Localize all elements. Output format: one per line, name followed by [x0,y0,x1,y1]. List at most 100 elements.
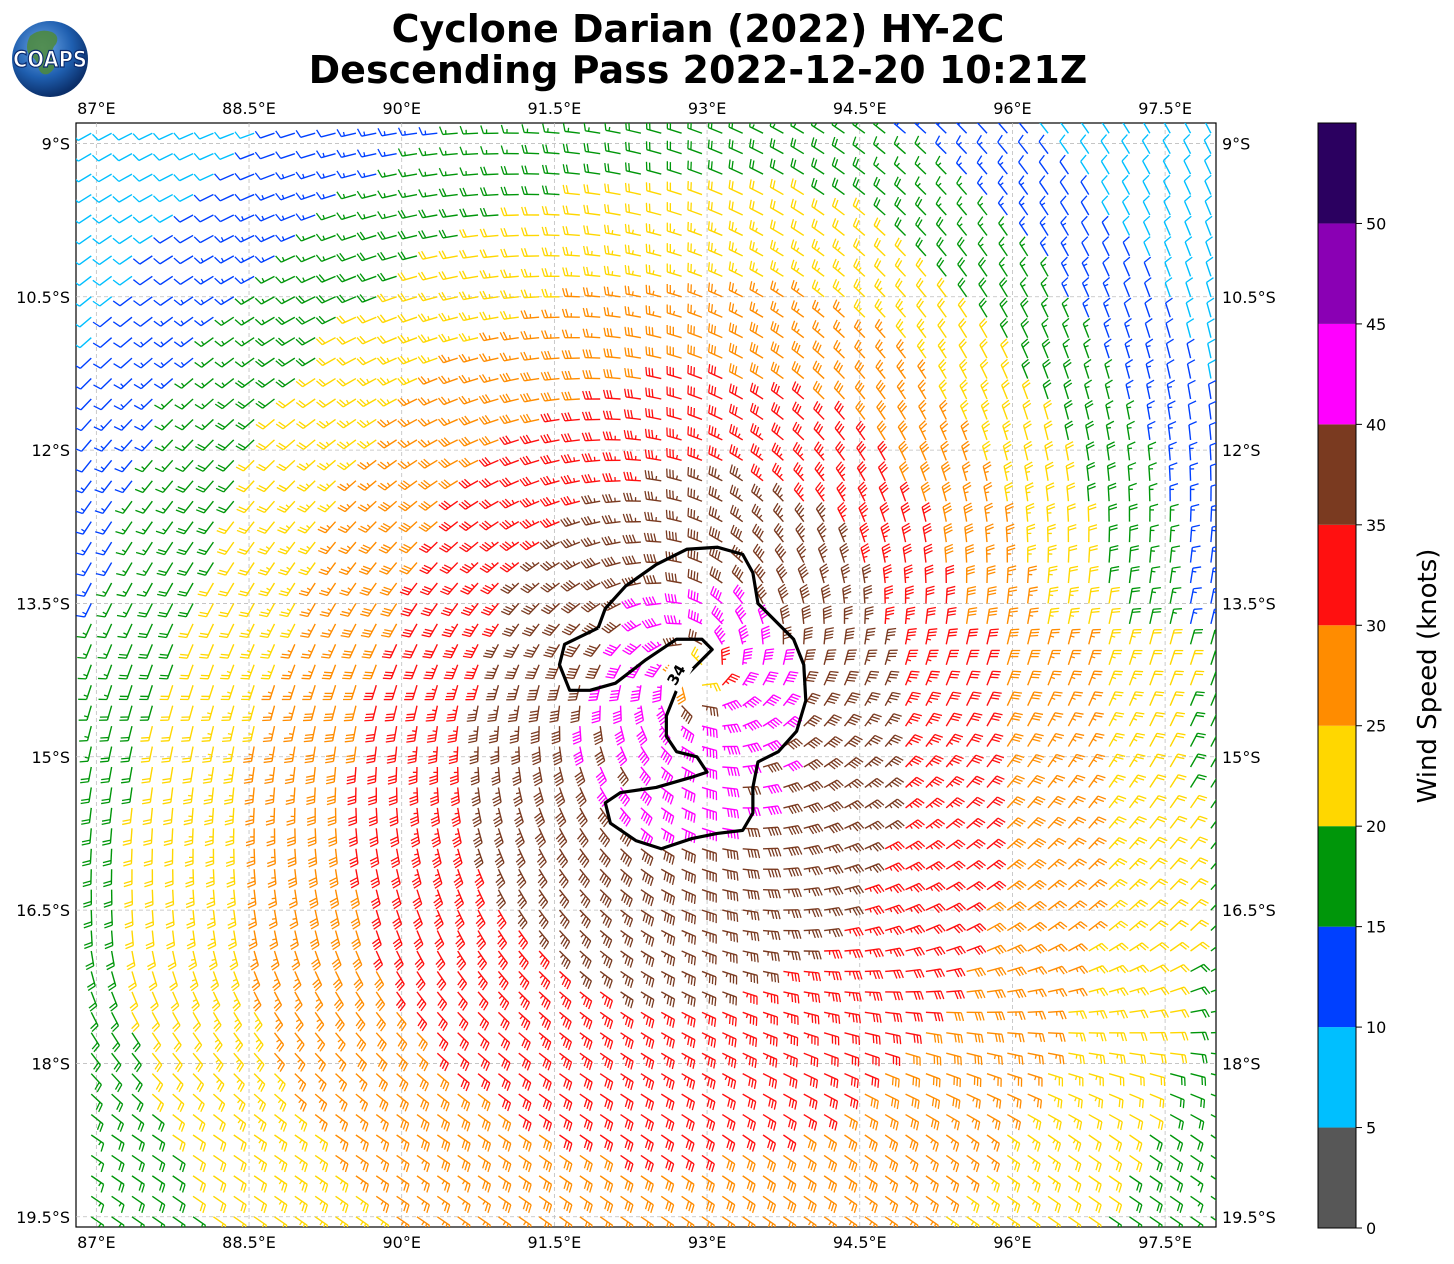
wind-barb [935,123,947,134]
wind-barb [397,397,418,407]
wind-barb [336,377,357,387]
colorbar-tick-label: 0 [1366,1219,1376,1238]
wind-barb [1166,379,1176,400]
wind-barb [316,459,337,471]
wind-barb [234,377,255,389]
wind-barb [134,439,153,452]
wind-barb [173,173,194,182]
wind-barb [76,173,92,183]
wind-barb [1000,338,1009,359]
wind-barb [500,145,519,155]
wind-barb [154,418,174,431]
wind-barb [1142,123,1151,134]
wind-barb [397,313,418,323]
wind-barb [997,155,1008,175]
wind-barb [812,320,825,339]
wind-barb [645,264,662,278]
wind-barb [832,279,845,298]
wind-barb [812,380,825,400]
wind-barb [1125,379,1134,400]
wind-barb [418,230,438,240]
wind-barb [1145,359,1154,379]
wind-barb [666,263,682,278]
colorbar-tick-label: 10 [1366,1018,1386,1037]
wind-barb [603,327,621,339]
wind-barb [480,145,499,155]
wind-barb [174,439,194,452]
wind-barb [581,432,601,442]
wind-barb [915,277,927,298]
wind-barb [295,234,316,242]
wind-barb [397,293,418,302]
wind-barb [791,340,805,359]
wind-barb [214,173,235,181]
wind-barb [153,296,174,306]
colorbar: 0 5 10 15 20 25 30 35 40 45 50 [1317,122,1386,1238]
wind-barb [376,398,397,407]
wind-barb [336,149,357,158]
wind-barb [1186,318,1195,338]
wind-barb [561,350,580,360]
wind-barb [195,459,214,472]
wind-barb [1167,420,1177,440]
wind-barb [356,231,377,241]
wind-barb [112,316,133,328]
wind-barb [397,439,418,449]
wind-barb [666,181,682,196]
wind-barb [1184,123,1192,134]
wind-barb [998,256,1008,277]
wind-barb [114,439,133,452]
wind-barb [521,165,540,175]
wind-barb [917,379,927,400]
wind-barb [624,223,642,237]
logo-text: COAPS [13,48,87,73]
wind-barb [894,257,907,277]
wind-barb [194,418,214,431]
colorbar-tick-label: 5 [1366,1119,1376,1138]
colorbar-tick-label: 40 [1366,415,1386,434]
wind-barb [1082,297,1090,318]
wind-barb [852,217,866,236]
wind-barb [519,434,540,445]
wind-barb [397,127,418,137]
wind-barb [377,251,397,261]
wind-barb [687,181,703,196]
colorbar-bin [1318,826,1356,927]
wind-barb [1164,297,1173,318]
wind-barb [92,316,113,328]
wind-barb [336,336,357,345]
wind-barb [876,400,887,420]
wind-barb [214,337,235,347]
wind-barb [499,310,519,320]
wind-barb [1042,358,1051,379]
wind-barb [582,287,601,298]
wind-barb [625,141,642,155]
wind-barb [624,244,642,257]
wind-barb [562,205,580,216]
lon-tick-label-bottom: 94.5°E [833,1233,887,1252]
wind-barb [897,420,908,441]
wind-barb [873,237,886,257]
wind-barb [479,290,499,300]
wind-barb [1041,338,1051,359]
wind-barb [624,182,642,196]
lat-tick-label-right: 13.5°S [1222,594,1276,613]
wind-barb [980,379,989,400]
wind-barb [1040,297,1049,318]
wind-barb [1163,195,1171,216]
wind-barb [1208,421,1216,440]
wind-barb [1162,154,1171,175]
wind-barb [852,177,866,196]
wind-barb [997,134,1008,155]
wind-barb [1121,134,1131,155]
lon-tick-label-bottom: 87°E [77,1233,115,1252]
wind-barb [976,134,988,155]
wind-barb [1020,338,1030,359]
wind-barb [193,132,214,140]
wind-barb [790,259,805,277]
wind-barb [914,135,927,155]
wind-barb [76,398,92,411]
wind-barb [336,252,357,262]
wind-barb [976,155,988,175]
